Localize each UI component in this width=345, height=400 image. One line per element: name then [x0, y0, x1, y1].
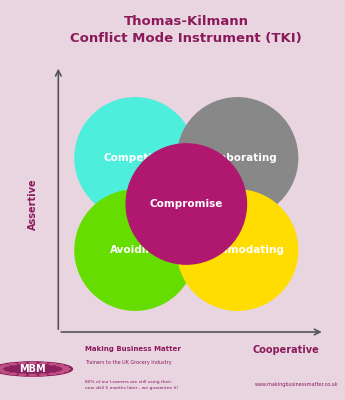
- Circle shape: [2, 372, 9, 373]
- Text: Thomas-Kilmann
Conflict Mode Instrument (TKI): Thomas-Kilmann Conflict Mode Instrument …: [70, 15, 302, 45]
- Circle shape: [0, 366, 4, 368]
- Circle shape: [61, 366, 68, 368]
- Text: Accommodating: Accommodating: [190, 245, 285, 255]
- Circle shape: [49, 373, 56, 374]
- Circle shape: [0, 362, 72, 376]
- Circle shape: [75, 190, 195, 310]
- Circle shape: [57, 365, 63, 366]
- Text: Collaborating: Collaborating: [198, 153, 277, 163]
- Circle shape: [9, 373, 17, 374]
- Circle shape: [49, 364, 56, 365]
- Circle shape: [29, 362, 36, 364]
- Circle shape: [61, 370, 68, 372]
- Circle shape: [75, 98, 195, 218]
- Circle shape: [177, 190, 298, 310]
- Text: Competing: Competing: [103, 153, 167, 163]
- Circle shape: [29, 374, 36, 376]
- Circle shape: [126, 144, 246, 264]
- Circle shape: [19, 374, 26, 376]
- Text: Avoiding: Avoiding: [109, 245, 161, 255]
- Text: Cooperative: Cooperative: [253, 345, 319, 355]
- Circle shape: [177, 98, 298, 218]
- Circle shape: [57, 372, 63, 373]
- Text: www.makingbusinessmatter.co.uk: www.makingbusinessmatter.co.uk: [255, 382, 338, 387]
- Circle shape: [19, 362, 26, 364]
- Text: Making Business Matter: Making Business Matter: [85, 346, 180, 352]
- Circle shape: [40, 362, 47, 364]
- Text: Assertive: Assertive: [28, 178, 38, 230]
- Circle shape: [9, 364, 17, 365]
- Circle shape: [40, 374, 47, 376]
- Circle shape: [2, 365, 9, 366]
- Text: Compromise: Compromise: [150, 199, 223, 209]
- Circle shape: [0, 368, 3, 370]
- Circle shape: [0, 370, 4, 372]
- Text: MBM: MBM: [19, 364, 46, 374]
- Circle shape: [63, 368, 70, 370]
- Text: 80% of our Learners are still using their
new skill 5 months later - we guarante: 80% of our Learners are still using thei…: [85, 380, 178, 390]
- Text: Trainers to the UK Grocery Industry: Trainers to the UK Grocery Industry: [85, 360, 171, 365]
